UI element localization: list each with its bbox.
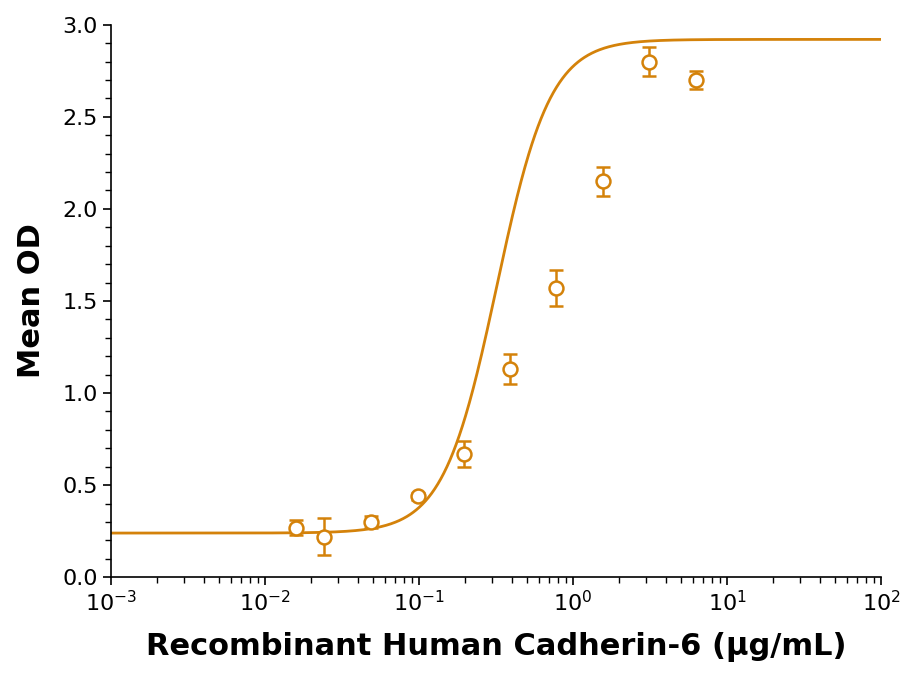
X-axis label: Recombinant Human Cadherin-6 (μg/mL): Recombinant Human Cadherin-6 (μg/mL) bbox=[146, 632, 846, 662]
Y-axis label: Mean OD: Mean OD bbox=[17, 223, 46, 378]
